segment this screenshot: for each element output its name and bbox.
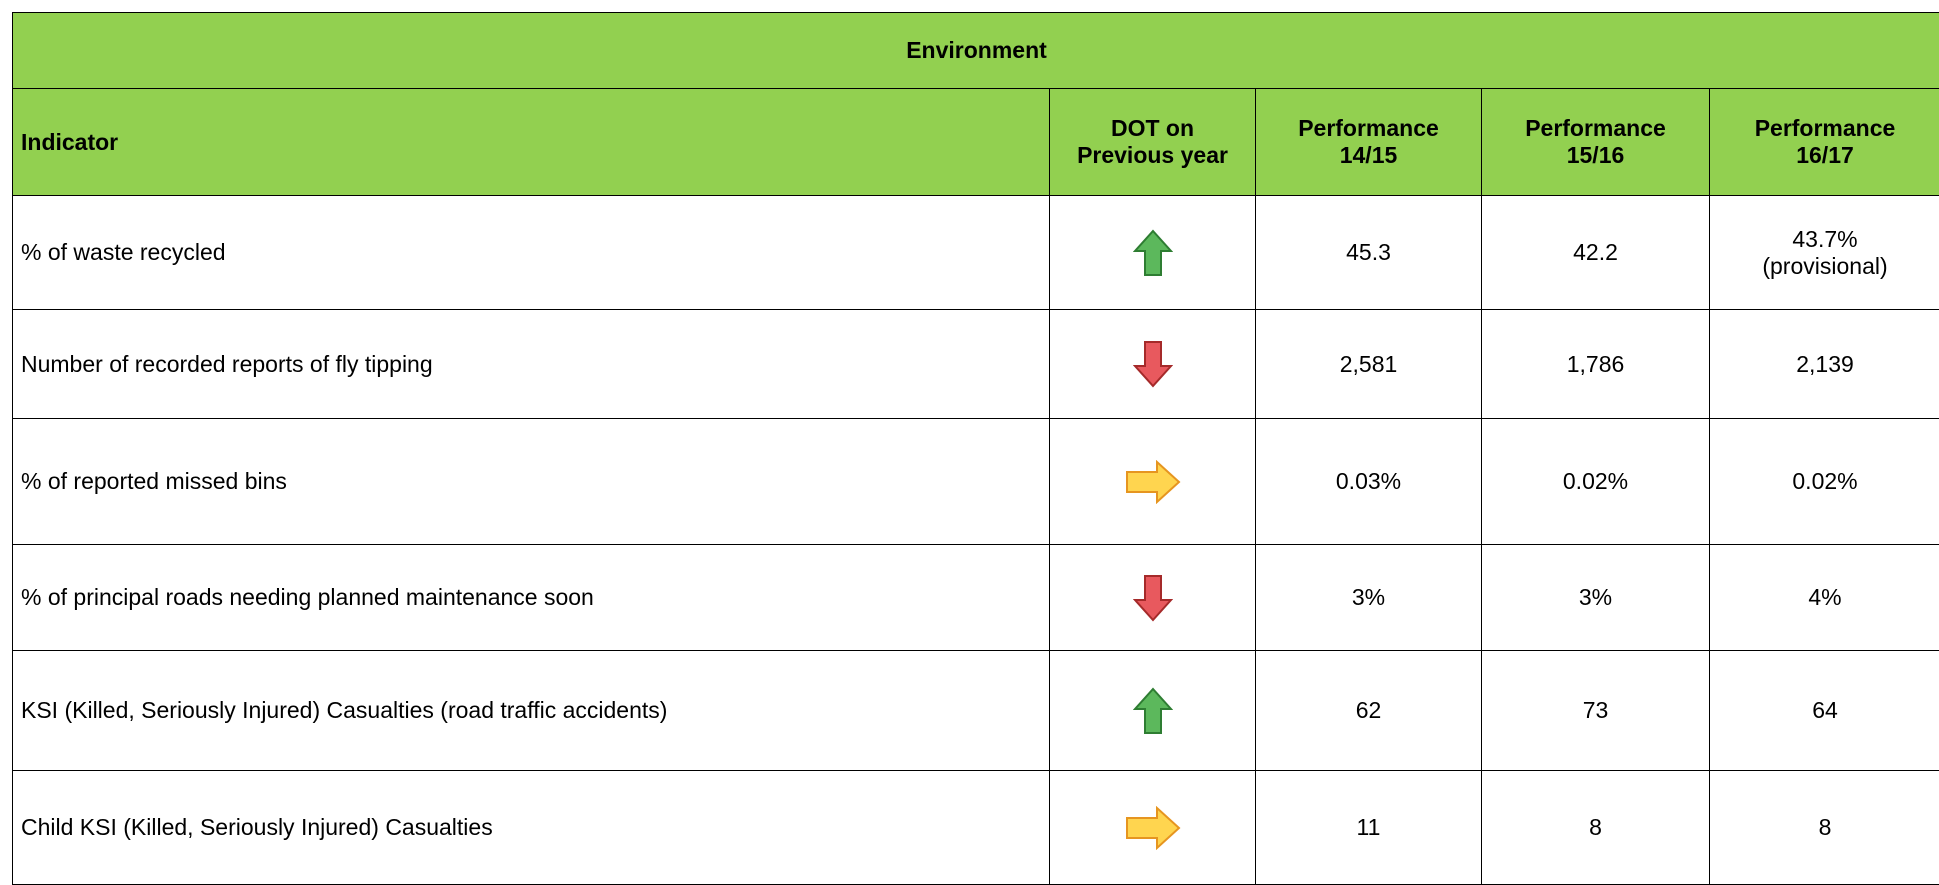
value-cell: 43.7% (provisional) bbox=[1710, 196, 1939, 310]
value-cell: 62 bbox=[1256, 651, 1482, 771]
dot-cell bbox=[1050, 310, 1256, 419]
indicator-cell: Number of recorded reports of fly tippin… bbox=[13, 310, 1050, 419]
value-cell: 0.02% bbox=[1710, 419, 1939, 545]
value-cell: 1,786 bbox=[1482, 310, 1710, 419]
arrow-shape bbox=[1135, 689, 1171, 733]
dot-cell bbox=[1050, 651, 1256, 771]
header-cell: Performance 16/17 bbox=[1710, 89, 1939, 196]
value-cell: 11 bbox=[1256, 771, 1482, 885]
arrow-up bbox=[1133, 687, 1173, 735]
dot-cell bbox=[1050, 771, 1256, 885]
table-row: Number of recorded reports of fly tippin… bbox=[13, 310, 1939, 419]
value-cell: 3% bbox=[1256, 545, 1482, 651]
indicator-cell: % of principal roads needing planned mai… bbox=[13, 545, 1050, 651]
indicator-cell: % of waste recycled bbox=[13, 196, 1050, 310]
value-cell: 73 bbox=[1482, 651, 1710, 771]
value-cell: 45.3 bbox=[1256, 196, 1482, 310]
header-cell: Performance 15/16 bbox=[1482, 89, 1710, 196]
header-cell: DOT on Previous year bbox=[1050, 89, 1256, 196]
value-cell: 8 bbox=[1710, 771, 1939, 885]
value-cell: 64 bbox=[1710, 651, 1939, 771]
arrow-shape bbox=[1135, 231, 1171, 275]
arrow-right bbox=[1125, 806, 1181, 850]
table-row: % of principal roads needing planned mai… bbox=[13, 545, 1939, 651]
header-cell: Indicator bbox=[13, 89, 1050, 196]
table-row: Child KSI (Killed, Seriously Injured) Ca… bbox=[13, 771, 1939, 885]
value-cell: 2,139 bbox=[1710, 310, 1939, 419]
indicator-cell: KSI (Killed, Seriously Injured) Casualti… bbox=[13, 651, 1050, 771]
dot-cell bbox=[1050, 419, 1256, 545]
arrow-shape bbox=[1127, 462, 1179, 502]
value-cell: 0.02% bbox=[1482, 419, 1710, 545]
arrow-shape bbox=[1127, 808, 1179, 848]
indicator-cell: % of reported missed bins bbox=[13, 419, 1050, 545]
indicator-cell: Child KSI (Killed, Seriously Injured) Ca… bbox=[13, 771, 1050, 885]
value-cell: 3% bbox=[1482, 545, 1710, 651]
dot-cell bbox=[1050, 196, 1256, 310]
value-cell: 0.03% bbox=[1256, 419, 1482, 545]
value-cell: 8 bbox=[1482, 771, 1710, 885]
table-title: Environment bbox=[13, 13, 1939, 89]
arrow-right bbox=[1125, 460, 1181, 504]
value-cell: 2,581 bbox=[1256, 310, 1482, 419]
header-cell: Performance 14/15 bbox=[1256, 89, 1482, 196]
arrow-down bbox=[1133, 340, 1173, 388]
value-cell: 4% bbox=[1710, 545, 1939, 651]
arrow-shape bbox=[1135, 576, 1171, 620]
dot-cell bbox=[1050, 545, 1256, 651]
value-cell: 42.2 bbox=[1482, 196, 1710, 310]
environment-table: Environment Indicator DOT on Previous ye… bbox=[12, 12, 1939, 885]
arrow-down bbox=[1133, 574, 1173, 622]
table-row: KSI (Killed, Seriously Injured) Casualti… bbox=[13, 651, 1939, 771]
arrow-up bbox=[1133, 229, 1173, 277]
arrow-shape bbox=[1135, 342, 1171, 386]
